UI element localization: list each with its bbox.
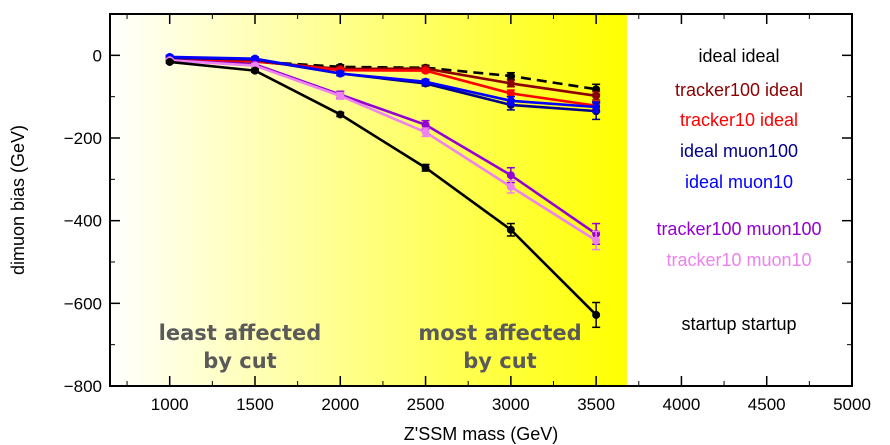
- data-point: [592, 103, 601, 111]
- legend-entry: tracker10 muon10: [666, 250, 811, 270]
- legend-entry: tracker100 muon100: [656, 219, 821, 239]
- series-layer: [165, 52, 601, 329]
- x-tick-label: 1500: [236, 395, 274, 414]
- x-tick-label: 3500: [577, 395, 615, 414]
- legend-entry: ideal muon100: [680, 141, 798, 161]
- data-point: [592, 91, 601, 100]
- x-tick-label: 4500: [748, 395, 786, 414]
- data-point: [336, 110, 345, 119]
- y-tick-label: −600: [64, 294, 102, 313]
- series-line: [169, 55, 597, 109]
- data-point: [592, 236, 601, 245]
- data-point: [336, 69, 345, 78]
- annotation-text: by cut: [463, 349, 536, 373]
- data-point: [336, 91, 345, 100]
- data-point: [421, 128, 430, 137]
- series-line: [169, 57, 597, 108]
- data-point: [506, 89, 515, 98]
- x-tick-label: 2000: [321, 395, 359, 414]
- x-tick-label: 2500: [407, 395, 445, 414]
- data-point: [506, 171, 515, 180]
- legend-entry: ideal ideal: [698, 46, 779, 66]
- y-axis-title: dimuon bias (GeV): [8, 125, 28, 275]
- legend-entry: tracker10 ideal: [680, 110, 798, 130]
- data-point: [506, 182, 515, 191]
- y-tick-label: −400: [64, 212, 102, 231]
- legend-entry: startup startup: [681, 314, 796, 334]
- data-point: [421, 77, 430, 86]
- annotation-text: most affected: [418, 321, 581, 345]
- ticks-layer: 1000 1500 2000 2500 3000 3500 4000 4500 5000 0 −20…: [64, 13, 871, 414]
- x-tick-label: 1000: [151, 395, 189, 414]
- x-tick-label: 5000: [833, 395, 871, 414]
- y-tick-label: 0: [93, 46, 102, 65]
- data-point: [506, 79, 515, 88]
- data-point: [592, 310, 601, 319]
- y-tick-label: −800: [64, 377, 102, 396]
- x-axis-title: Z'SSM mass (GeV): [404, 424, 558, 444]
- annotation-text: by cut: [203, 349, 276, 373]
- data-point: [506, 72, 515, 80]
- annotations: least affected by cut most affected by cut: [159, 321, 582, 373]
- data-point: [165, 57, 174, 66]
- series-line: [169, 58, 597, 242]
- series-line: [169, 60, 598, 316]
- legend-entry: ideal muon10: [685, 172, 793, 192]
- x-tick-label: 3000: [492, 395, 530, 414]
- data-point: [506, 225, 515, 234]
- data-point: [421, 120, 430, 129]
- legend: ideal ideal tracker100 ideal tracker10 ide…: [656, 46, 821, 334]
- series-startup-startup: [165, 57, 601, 329]
- x-tick-label: 4000: [663, 395, 701, 414]
- data-point: [506, 96, 515, 105]
- data-point: [421, 163, 430, 172]
- plot-frame: [109, 13, 853, 387]
- y-tick-label: −200: [64, 129, 102, 148]
- annotation-text: least affected: [159, 321, 322, 345]
- legend-entry: tracker100 ideal: [675, 80, 803, 100]
- data-point: [421, 66, 430, 75]
- data-point: [250, 66, 259, 75]
- data-point: [250, 54, 259, 63]
